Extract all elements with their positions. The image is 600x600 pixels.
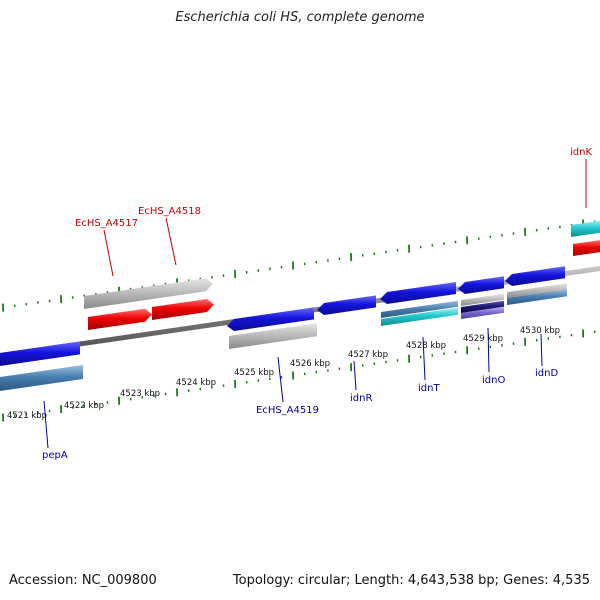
gene-label-leader <box>353 360 357 391</box>
gene-features <box>0 220 600 391</box>
gene-label-leader <box>165 217 177 266</box>
scale-label: 4528 kbp <box>406 341 446 351</box>
scale-label: 4521 kbp <box>7 411 47 421</box>
gene-blue-idnT <box>380 282 456 304</box>
gene-gray-idnD <box>507 283 567 298</box>
scale-label: 4527 kbp <box>348 350 388 360</box>
scale-labels: 4521 kbp 4522 kbp 4523 kbp 4524 kbp 4525 kbp… <box>7 326 560 421</box>
gene-label-leader <box>540 333 543 367</box>
scale-label: 4523 kbp <box>120 389 160 399</box>
gene-label: idnD <box>535 368 558 379</box>
scale-label: 4525 kbp <box>234 368 274 378</box>
genome-title: Escherichia coli HS, complete genome <box>175 10 425 25</box>
gene-label: EcHS_A4519 <box>256 405 319 416</box>
gene-red-idnK <box>573 240 600 256</box>
gene-blue-idnO <box>458 276 504 294</box>
gene-pepA <box>0 365 83 391</box>
gene-label-leader <box>487 327 490 373</box>
gene-label: EcHS_A4517 <box>75 218 138 229</box>
gene-label-leader <box>277 356 284 403</box>
accession-text: Accession: NC_009800 <box>9 573 157 588</box>
scale-label: 4524 kbp <box>176 378 216 388</box>
gene-blue-a4519 <box>227 307 314 331</box>
gene-label: EcHS_A4518 <box>138 206 201 217</box>
gene-blue-left <box>0 341 80 366</box>
gene-label: idnO <box>482 375 505 386</box>
gene-ecHS-A4519 <box>229 323 317 349</box>
gene-gray-upper <box>84 278 213 309</box>
gene-label-leader <box>43 400 49 449</box>
scale-label: 4522 kbp <box>64 401 104 411</box>
gene-blue-idnD <box>505 266 565 286</box>
gene-label-leader <box>422 336 426 381</box>
gene-idnO <box>461 306 504 319</box>
gene-label: idnK <box>570 147 592 158</box>
gene-label: idnR <box>350 393 372 404</box>
gene-idnD <box>507 289 567 305</box>
scale-label: 4526 kbp <box>290 359 330 369</box>
lower-tick-ring <box>2 329 596 422</box>
gene-label-leader <box>103 229 114 277</box>
gene-idnR <box>317 295 376 315</box>
scale-label: 4530 kbp <box>520 326 560 336</box>
gene-navy-idnO <box>461 300 504 313</box>
gene-steel-idnT <box>381 300 458 318</box>
gene-idnK <box>571 220 600 237</box>
gene-ecHS-A4517 <box>88 308 152 330</box>
gene-label: pepA <box>42 450 68 461</box>
scale-label: 4529 kbp <box>463 334 503 344</box>
genome-stats-text: Topology: circular; Length: 4,643,538 bp… <box>232 573 590 588</box>
gene-label: idnT <box>418 383 440 394</box>
gene-idnT <box>381 307 458 326</box>
gene-gray-idnO <box>461 293 504 306</box>
gene-ecHS-A4518 <box>152 299 214 320</box>
